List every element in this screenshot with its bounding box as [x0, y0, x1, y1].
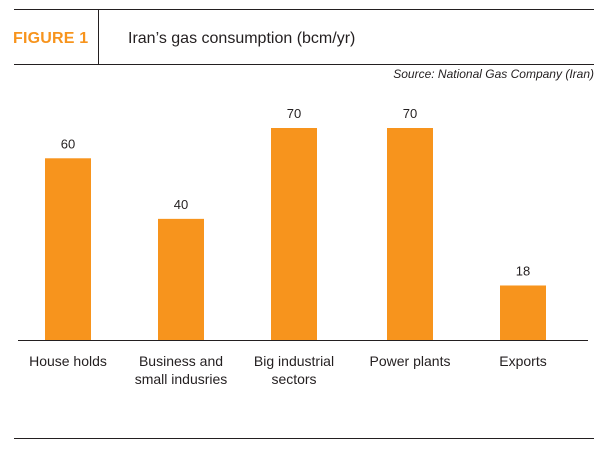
data-label: 60: [61, 136, 75, 151]
bar: [500, 285, 546, 340]
category-label-line: Business and: [138, 353, 224, 369]
category-label: Big industrial sectors: [234, 352, 354, 388]
category-label: Power plants: [350, 352, 470, 370]
category-label-line: House holds: [29, 353, 107, 369]
category-label: Exports: [463, 352, 583, 370]
header-bottom-rule: [14, 64, 594, 65]
header-divider: [98, 9, 99, 65]
figure-title: Iran’s gas consumption (bcm/yr): [128, 30, 356, 47]
top-rule: [14, 9, 594, 10]
category-label: House holds: [8, 352, 128, 370]
bar: [271, 128, 317, 340]
data-label: 70: [403, 106, 417, 121]
bar: [158, 218, 204, 340]
category-label: Business and small indusries: [121, 352, 241, 388]
figure-label: FIGURE 1: [13, 30, 89, 47]
data-label: 40: [174, 197, 188, 212]
data-label: 18: [516, 263, 530, 278]
category-label-line: small indusries: [134, 371, 228, 387]
category-label-line: Exports: [499, 353, 547, 369]
category-label-line: Big industrial: [253, 353, 335, 369]
data-label: 70: [287, 106, 301, 121]
category-label-line: Power plants: [369, 353, 451, 369]
source-prefix: Source:: [393, 67, 438, 81]
bar: [45, 158, 91, 340]
source-note: Source: National Gas Company (Iran): [393, 67, 594, 81]
source-name: National Gas Company (Iran): [437, 67, 594, 81]
bottom-rule: [14, 438, 594, 439]
category-label-line: sectors: [271, 371, 317, 387]
bar: [387, 128, 433, 340]
